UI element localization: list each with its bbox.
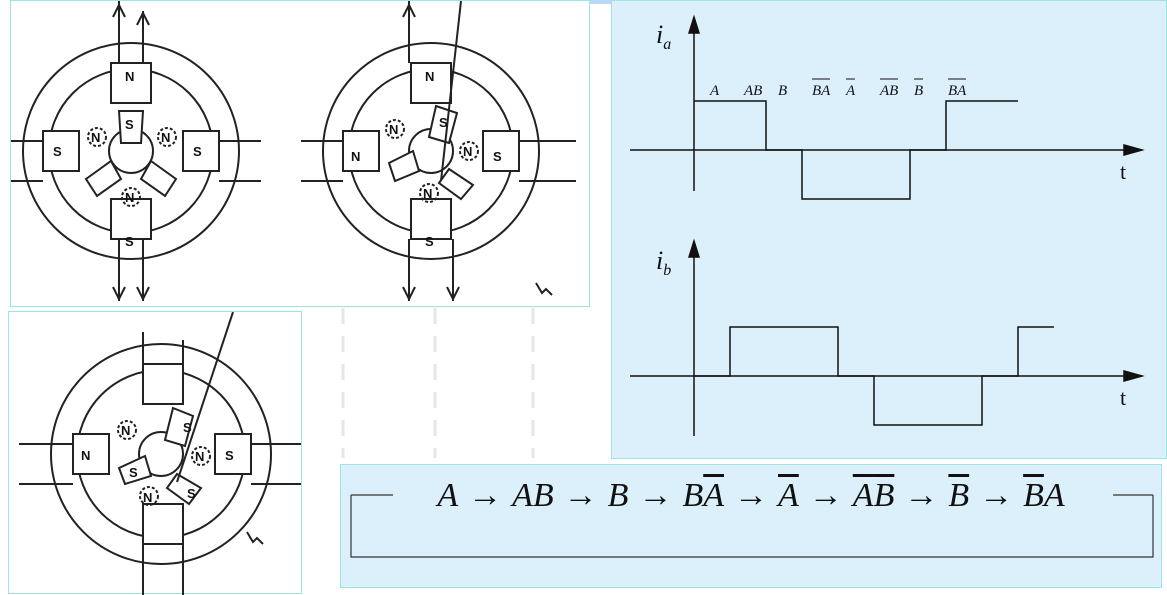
pole-label: N <box>423 186 432 201</box>
sequence-state: AB <box>852 477 895 514</box>
pole-label: N <box>125 69 134 84</box>
switching-sequence-box: A → AB → B → BA → A → AB → B → BA <box>340 464 1162 588</box>
pole-label: S <box>53 144 62 159</box>
sequence-state: BA <box>1023 477 1065 514</box>
svg-text:ib: ib <box>656 246 671 279</box>
pole-label: S <box>425 234 434 249</box>
sequence-frame <box>350 494 1154 558</box>
waveform-svg: A AB B BA A AB B BA ia ib t t <box>630 14 1145 436</box>
pole-label: S <box>187 486 196 501</box>
faded-dashes <box>341 308 535 458</box>
ia-wave-line <box>694 100 1018 200</box>
ia-y-arrow <box>687 14 701 34</box>
sequence-state: BA <box>682 477 724 514</box>
step-label: BA <box>812 83 831 99</box>
ia-subscript: a <box>663 36 671 53</box>
pole-label: N <box>121 423 130 438</box>
stepper-motor-diagram-single: N S N N S S S N <box>8 311 302 595</box>
step-label: BA <box>948 83 967 99</box>
step-label: A <box>709 83 720 99</box>
phase-current-waveforms: A AB B BA A AB B BA ia ib t t <box>611 0 1167 459</box>
sequence-state: A <box>437 477 459 514</box>
pole-label: N <box>425 69 434 84</box>
svg-text:ia: ia <box>656 20 671 53</box>
left-motor <box>11 1 261 302</box>
ia-waveform <box>694 100 1018 200</box>
pole-label: S <box>193 144 202 159</box>
stepper-motor-diagram-pair: N S S S S N N N <box>10 0 590 307</box>
pole-label: S <box>129 465 138 480</box>
pole-label: S <box>439 115 448 130</box>
sequence-state: B <box>948 477 970 514</box>
step-label: B <box>914 83 923 99</box>
sequence-arrow: → <box>904 477 939 514</box>
pole-label: N <box>463 144 472 159</box>
sequence-arrow: → <box>563 477 598 514</box>
pole-label: N <box>351 149 360 164</box>
pole-label: S <box>125 117 134 132</box>
switching-sequence: A → AB → B → BA → A → AB → B → BA <box>341 477 1161 515</box>
sequence-arrow: → <box>734 477 768 514</box>
stepper-motor-svg: N S N N S S S N <box>19 312 301 595</box>
pole-label: S <box>493 149 502 164</box>
sequence-arrow: → <box>979 477 1014 514</box>
sequence-state: A <box>778 477 799 514</box>
step-label: A <box>845 83 856 99</box>
t-label-ia: t <box>1120 159 1126 184</box>
pole-label: N <box>161 130 170 145</box>
ib-y-arrow <box>687 238 701 258</box>
right-motor <box>301 1 576 302</box>
pole-label: S <box>125 234 134 249</box>
ib-waveform <box>694 326 1054 426</box>
step-label: AB <box>879 83 898 99</box>
pole-label: N <box>389 122 398 137</box>
pole-label: N <box>91 130 100 145</box>
ia-x-arrow <box>1123 144 1145 156</box>
pole-label: S <box>225 448 234 463</box>
sequence-state: B <box>607 477 629 514</box>
ib-wave-line <box>694 326 1054 426</box>
t-label-ib: t <box>1120 385 1126 410</box>
pole-label: N <box>125 190 134 205</box>
pole-label: S <box>183 420 192 435</box>
ia-label: i <box>656 20 663 49</box>
ib-label: i <box>656 246 663 275</box>
ib-x-arrow <box>1123 370 1145 382</box>
sequence-state: AB <box>512 477 554 514</box>
step-label: AB <box>743 83 762 99</box>
sequence-arrow: → <box>468 477 503 514</box>
sequence-arrow: → <box>808 477 843 514</box>
sequence-arrow: → <box>638 477 673 514</box>
pole-label: N <box>81 448 90 463</box>
step-label: B <box>778 83 787 99</box>
pole-label: N <box>195 449 204 464</box>
pole-label: N <box>143 490 152 505</box>
ib-subscript: b <box>663 262 671 279</box>
stepper-motors-svg: N S S S S N N N <box>11 1 576 302</box>
